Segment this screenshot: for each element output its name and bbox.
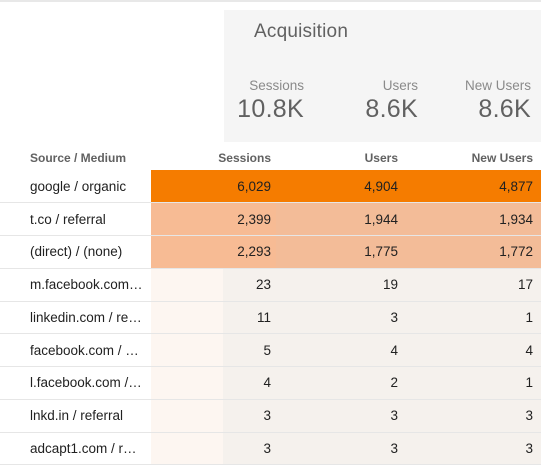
source-cell: google / organic xyxy=(0,170,151,204)
new-users-cell: 3 xyxy=(407,399,541,433)
source-cell: linkedin.com / re… xyxy=(0,301,151,335)
table-row[interactable]: l.facebook.com /… 4 2 1 xyxy=(0,366,541,400)
column-header-new-users[interactable]: New Users xyxy=(471,150,533,165)
sessions-cell: 3 xyxy=(151,432,276,466)
users-cell: 3 xyxy=(276,301,407,335)
column-header-sessions[interactable]: Sessions xyxy=(218,150,271,165)
summary-sessions-label: Sessions xyxy=(249,78,304,93)
source-cell: l.facebook.com /… xyxy=(0,366,151,400)
table-row[interactable]: (direct) / (none) 2,293 1,775 1,772 xyxy=(0,235,541,269)
sessions-cell: 23 xyxy=(151,268,276,302)
new-users-cell: 4,877 xyxy=(407,170,541,204)
new-users-cell: 1,934 xyxy=(407,202,541,236)
source-label: lnkd.in / referral xyxy=(30,408,124,424)
acquisition-title: Acquisition xyxy=(254,21,349,42)
table-row[interactable]: t.co / referral 2,399 1,944 1,934 xyxy=(0,202,541,236)
acquisition-summary-panel: Acquisition Sessions 10.8K Users 8.6K Ne… xyxy=(224,10,541,142)
users-cell: 4 xyxy=(276,333,407,367)
source-label: m.facebook.com… xyxy=(30,277,143,293)
summary-new-users: New Users 8.6K xyxy=(424,78,531,124)
summary-users: Users 8.6K xyxy=(314,78,418,124)
sessions-cell: 6,029 xyxy=(151,170,276,204)
source-label: facebook.com / … xyxy=(30,342,139,358)
source-cell: facebook.com / … xyxy=(0,333,151,367)
table-row[interactable]: lnkd.in / referral 3 3 3 xyxy=(0,399,541,433)
source-cell: adcapt1.com / r… xyxy=(0,432,151,466)
source-cell: t.co / referral xyxy=(0,202,151,236)
sessions-cell: 11 xyxy=(151,301,276,335)
source-cell: (direct) / (none) xyxy=(0,235,151,269)
new-users-cell: 17 xyxy=(407,268,541,302)
source-label: adcapt1.com / r… xyxy=(30,440,137,456)
column-header-source-medium[interactable]: Source / Medium xyxy=(30,150,127,165)
top-divider xyxy=(0,0,541,2)
new-users-cell: 3 xyxy=(407,432,541,466)
summary-sessions-value: 10.8K xyxy=(237,95,304,123)
new-users-cell: 1,772 xyxy=(407,235,541,269)
table-row[interactable]: m.facebook.com… 23 19 17 xyxy=(0,268,541,302)
summary-new-users-label: New Users xyxy=(464,78,531,93)
table-header-row: Source / Medium Sessions Users New Users xyxy=(0,145,541,170)
users-cell: 19 xyxy=(276,268,407,302)
summary-new-users-value: 8.6K xyxy=(478,95,531,123)
summary-users-value: 8.6K xyxy=(365,95,418,123)
source-cell: m.facebook.com… xyxy=(0,268,151,302)
users-cell: 1,944 xyxy=(276,202,407,236)
table-row[interactable]: google / organic 6,029 4,904 4,877 xyxy=(0,170,541,204)
acquisition-table: Source / Medium Sessions Users New Users… xyxy=(0,145,541,466)
new-users-cell: 4 xyxy=(407,333,541,367)
new-users-cell: 1 xyxy=(407,301,541,335)
source-label: t.co / referral xyxy=(30,211,106,227)
source-label: (direct) / (none) xyxy=(30,244,123,260)
sessions-cell: 3 xyxy=(151,399,276,433)
source-label: linkedin.com / re… xyxy=(30,309,142,325)
sessions-cell: 5 xyxy=(151,333,276,367)
sessions-cell: 2,399 xyxy=(151,202,276,236)
summary-users-label: Users xyxy=(382,78,418,93)
users-cell: 3 xyxy=(276,432,407,466)
table-row[interactable]: linkedin.com / re… 11 3 1 xyxy=(0,301,541,335)
sessions-cell: 4 xyxy=(151,366,276,400)
source-cell: lnkd.in / referral xyxy=(0,399,151,433)
new-users-cell: 1 xyxy=(407,366,541,400)
summary-sessions: Sessions 10.8K xyxy=(224,78,304,124)
users-cell: 2 xyxy=(276,366,407,400)
column-header-users[interactable]: Users xyxy=(364,150,398,165)
users-cell: 1,775 xyxy=(276,235,407,269)
source-label: google / organic xyxy=(30,178,127,194)
table-row[interactable]: adcapt1.com / r… 3 3 3 xyxy=(0,432,541,466)
sessions-cell: 2,293 xyxy=(151,235,276,269)
source-label: l.facebook.com /… xyxy=(30,375,142,391)
users-cell: 4,904 xyxy=(276,170,407,204)
table-row[interactable]: facebook.com / … 5 4 4 xyxy=(0,333,541,367)
users-cell: 3 xyxy=(276,399,407,433)
